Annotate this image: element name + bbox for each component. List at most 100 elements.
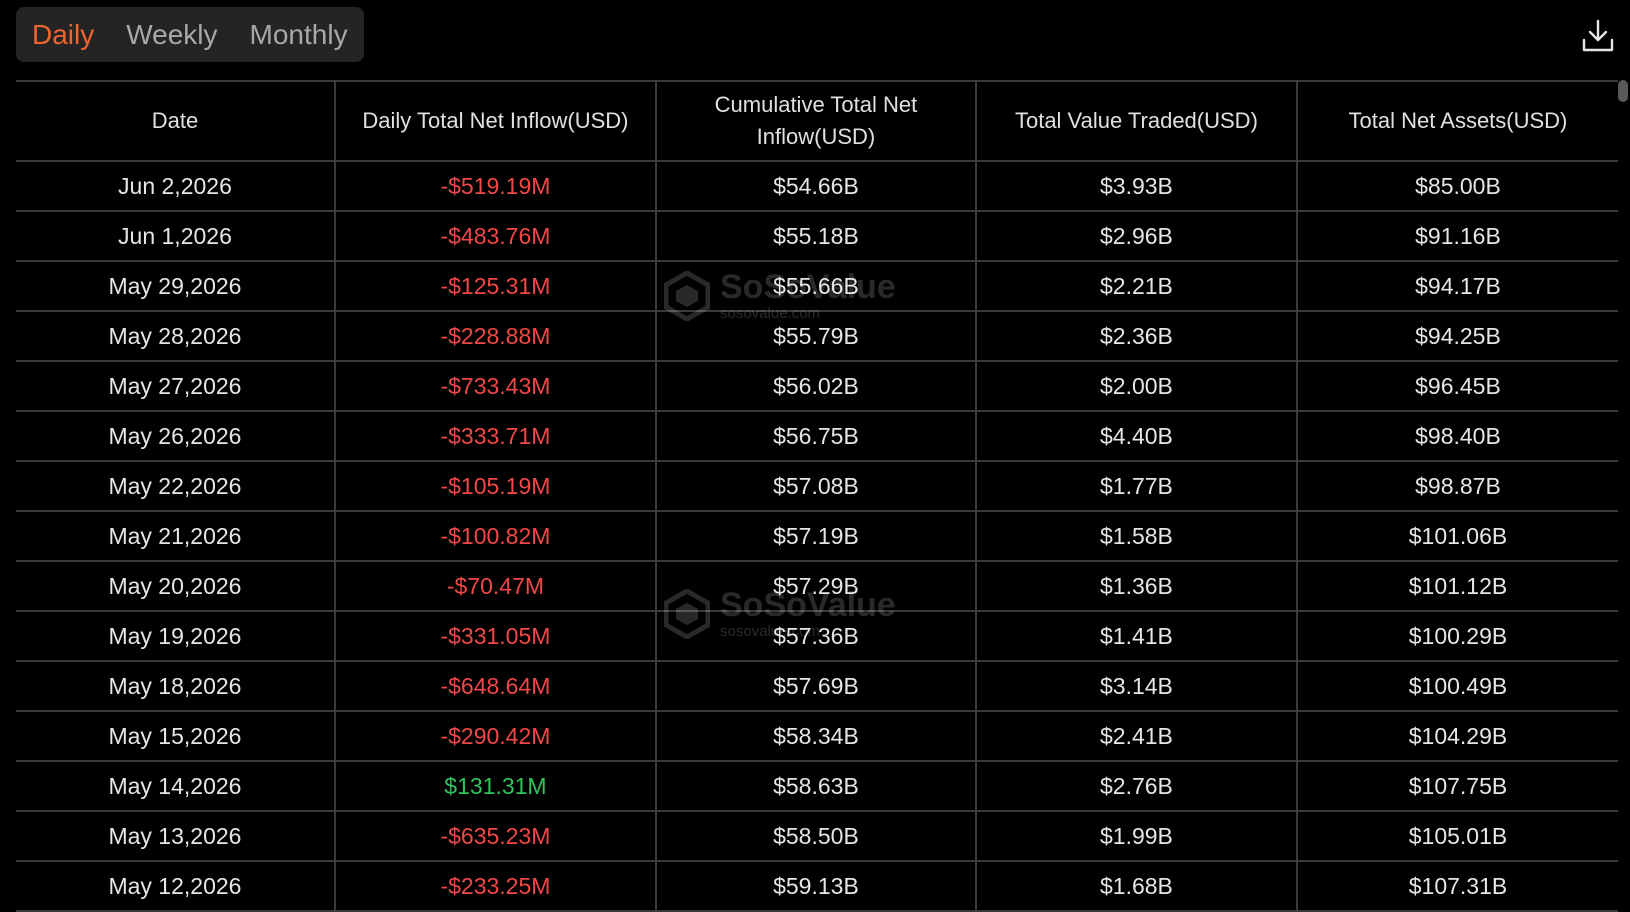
date-cell: May 26,2026 bbox=[16, 411, 336, 462]
daily-inflow-cell: -$333.71M bbox=[334, 411, 657, 462]
date-cell: May 12,2026 bbox=[16, 861, 336, 912]
cumulative-inflow-cell: $57.69B bbox=[655, 661, 977, 712]
column-header-value-traded[interactable]: Total Value Traded(USD) bbox=[975, 80, 1298, 162]
net-assets-cell: $98.40B bbox=[1296, 411, 1618, 462]
cumulative-inflow-cell: $56.02B bbox=[655, 361, 977, 412]
table-row[interactable]: Jun 2,2026 -$519.19M $54.66B $3.93B $85.00B bbox=[16, 161, 1618, 212]
table-row[interactable]: May 28,2026 -$228.88M $55.79B $2.36B $94.25B bbox=[16, 311, 1618, 362]
value-traded-cell: $2.76B bbox=[975, 761, 1298, 812]
daily-inflow-cell: -$233.25M bbox=[334, 861, 657, 912]
download-icon[interactable] bbox=[1580, 18, 1616, 54]
net-assets-cell: $85.00B bbox=[1296, 161, 1618, 212]
tab-daily[interactable]: Daily bbox=[32, 18, 95, 50]
column-header-cumulative-inflow[interactable]: Cumulative Total Net Inflow(USD) bbox=[655, 80, 977, 162]
date-cell: May 29,2026 bbox=[16, 261, 336, 312]
cumulative-inflow-cell: $59.13B bbox=[655, 861, 977, 912]
daily-inflow-cell: -$733.43M bbox=[334, 361, 657, 412]
table-row[interactable]: May 15,2026 -$290.42M $58.34B $2.41B $104.29… bbox=[16, 711, 1618, 762]
period-tabs: Daily Weekly Monthly bbox=[16, 7, 364, 62]
table-row[interactable]: May 19,2026 -$331.05M $57.36B $1.41B $100.29… bbox=[16, 611, 1618, 662]
daily-inflow-cell: -$648.64M bbox=[334, 661, 657, 712]
net-assets-cell: $107.75B bbox=[1296, 761, 1618, 812]
date-cell: May 22,2026 bbox=[16, 461, 336, 512]
table-header-row: Date Daily Total Net Inflow(USD) Cumulat… bbox=[16, 80, 1618, 162]
etf-flow-table: Date Daily Total Net Inflow(USD) Cumulat… bbox=[16, 80, 1618, 912]
date-cell: Jun 1,2026 bbox=[16, 211, 336, 262]
date-cell: May 27,2026 bbox=[16, 361, 336, 412]
column-header-net-assets[interactable]: Total Net Assets(USD) bbox=[1296, 80, 1618, 162]
table-row[interactable]: Jun 1,2026 -$483.76M $55.18B $2.96B $91.16B bbox=[16, 211, 1618, 262]
table-scrollbar[interactable] bbox=[1618, 80, 1628, 102]
table-row[interactable]: May 20,2026 -$70.47M $57.29B $1.36B $101.12B bbox=[16, 561, 1618, 612]
value-traded-cell: $1.41B bbox=[975, 611, 1298, 662]
date-cell: May 14,2026 bbox=[16, 761, 336, 812]
value-traded-cell: $2.96B bbox=[975, 211, 1298, 262]
table-row[interactable]: May 21,2026 -$100.82M $57.19B $1.58B $101.06… bbox=[16, 511, 1618, 562]
tab-weekly[interactable]: Weekly bbox=[126, 18, 218, 50]
column-header-cumulative-inflow-label: Cumulative Total Net Inflow(USD) bbox=[714, 92, 918, 149]
table-row[interactable]: May 13,2026 -$635.23M $58.50B $1.99B $105.01… bbox=[16, 811, 1618, 862]
value-traded-cell: $1.68B bbox=[975, 861, 1298, 912]
date-cell: May 21,2026 bbox=[16, 511, 336, 562]
cumulative-inflow-cell: $58.63B bbox=[655, 761, 977, 812]
date-cell: May 15,2026 bbox=[16, 711, 336, 762]
daily-inflow-cell: -$290.42M bbox=[334, 711, 657, 762]
net-assets-cell: $105.01B bbox=[1296, 811, 1618, 862]
net-assets-cell: $94.17B bbox=[1296, 261, 1618, 312]
value-traded-cell: $2.41B bbox=[975, 711, 1298, 762]
tab-monthly[interactable]: Monthly bbox=[249, 18, 348, 50]
table-row[interactable]: May 27,2026 -$733.43M $56.02B $2.00B $96.45B bbox=[16, 361, 1618, 412]
net-assets-cell: $100.49B bbox=[1296, 661, 1618, 712]
daily-inflow-cell: -$331.05M bbox=[334, 611, 657, 662]
value-traded-cell: $3.93B bbox=[975, 161, 1298, 212]
daily-inflow-cell: -$100.82M bbox=[334, 511, 657, 562]
value-traded-cell: $2.00B bbox=[975, 361, 1298, 412]
date-cell: May 19,2026 bbox=[16, 611, 336, 662]
daily-inflow-cell: -$70.47M bbox=[334, 561, 657, 612]
table-row[interactable]: May 12,2026 -$233.25M $59.13B $1.68B $107.31… bbox=[16, 861, 1618, 912]
cumulative-inflow-cell: $55.79B bbox=[655, 311, 977, 362]
daily-inflow-cell: -$519.19M bbox=[334, 161, 657, 212]
cumulative-inflow-cell: $58.34B bbox=[655, 711, 977, 762]
value-traded-cell: $2.21B bbox=[975, 261, 1298, 312]
net-assets-cell: $96.45B bbox=[1296, 361, 1618, 412]
daily-inflow-cell: $131.31M bbox=[334, 761, 657, 812]
cumulative-inflow-cell: $55.18B bbox=[655, 211, 977, 262]
column-header-date[interactable]: Date bbox=[16, 80, 336, 162]
net-assets-cell: $101.06B bbox=[1296, 511, 1618, 562]
table-row[interactable]: May 18,2026 -$648.64M $57.69B $3.14B $100.49… bbox=[16, 661, 1618, 712]
value-traded-cell: $1.99B bbox=[975, 811, 1298, 862]
cumulative-inflow-cell: $57.19B bbox=[655, 511, 977, 562]
table-row[interactable]: May 26,2026 -$333.71M $56.75B $4.40B $98.40B bbox=[16, 411, 1618, 462]
column-header-daily-inflow[interactable]: Daily Total Net Inflow(USD) bbox=[334, 80, 657, 162]
net-assets-cell: $107.31B bbox=[1296, 861, 1618, 912]
etf-flow-table-container: Date Daily Total Net Inflow(USD) Cumulat… bbox=[16, 80, 1618, 912]
cumulative-inflow-cell: $57.36B bbox=[655, 611, 977, 662]
daily-inflow-cell: -$125.31M bbox=[334, 261, 657, 312]
value-traded-cell: $3.14B bbox=[975, 661, 1298, 712]
value-traded-cell: $2.36B bbox=[975, 311, 1298, 362]
net-assets-cell: $98.87B bbox=[1296, 461, 1618, 512]
daily-inflow-cell: -$635.23M bbox=[334, 811, 657, 862]
date-cell: May 18,2026 bbox=[16, 661, 336, 712]
daily-inflow-cell: -$228.88M bbox=[334, 311, 657, 362]
value-traded-cell: $1.77B bbox=[975, 461, 1298, 512]
date-cell: May 28,2026 bbox=[16, 311, 336, 362]
value-traded-cell: $4.40B bbox=[975, 411, 1298, 462]
table-row[interactable]: May 14,2026 $131.31M $58.63B $2.76B $107.75B bbox=[16, 761, 1618, 812]
table-row[interactable]: May 22,2026 -$105.19M $57.08B $1.77B $98.87B bbox=[16, 461, 1618, 512]
daily-inflow-cell: -$483.76M bbox=[334, 211, 657, 262]
cumulative-inflow-cell: $57.08B bbox=[655, 461, 977, 512]
date-cell: May 20,2026 bbox=[16, 561, 336, 612]
net-assets-cell: $94.25B bbox=[1296, 311, 1618, 362]
cumulative-inflow-cell: $55.66B bbox=[655, 261, 977, 312]
net-assets-cell: $104.29B bbox=[1296, 711, 1618, 762]
cumulative-inflow-cell: $58.50B bbox=[655, 811, 977, 862]
cumulative-inflow-cell: $56.75B bbox=[655, 411, 977, 462]
cumulative-inflow-cell: $57.29B bbox=[655, 561, 977, 612]
table-row[interactable]: May 29,2026 -$125.31M $55.66B $2.21B $94.17B bbox=[16, 261, 1618, 312]
value-traded-cell: $1.36B bbox=[975, 561, 1298, 612]
date-cell: Jun 2,2026 bbox=[16, 161, 336, 212]
daily-inflow-cell: -$105.19M bbox=[334, 461, 657, 512]
net-assets-cell: $91.16B bbox=[1296, 211, 1618, 262]
